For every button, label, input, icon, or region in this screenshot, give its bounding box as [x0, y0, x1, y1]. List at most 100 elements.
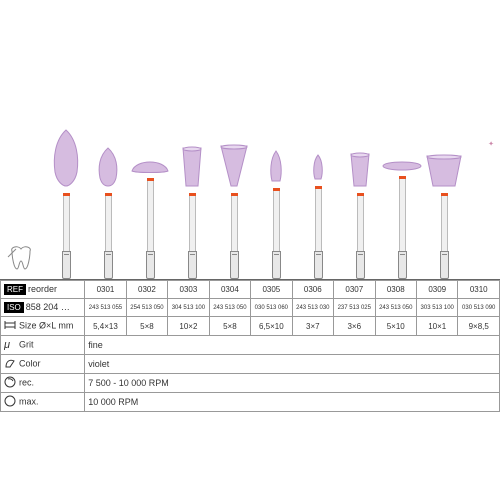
- shaft-base: [440, 251, 449, 279]
- label-text: 858 204 …: [26, 302, 70, 312]
- row-value: 7 500 - 10 000 RPM: [85, 374, 500, 393]
- bur-tip: [382, 158, 422, 176]
- row-label: ISO858 204 …: [1, 299, 85, 317]
- bur-tip: [311, 153, 325, 186]
- product-item: [130, 157, 170, 279]
- cell-value: 0303: [168, 281, 209, 299]
- bur-tip: [49, 128, 83, 193]
- bur-tip: [425, 154, 463, 193]
- product-item: [46, 128, 86, 279]
- cell-value: 0306: [292, 281, 333, 299]
- cell-value: 0307: [334, 281, 375, 299]
- shaft: [399, 179, 406, 251]
- cell-value: 243 513 050: [375, 299, 416, 317]
- table-row: Size Ø×L mm5,4×135×810×25×86,5×103×73×65…: [1, 317, 500, 336]
- cell-value: 3×6: [334, 317, 375, 336]
- shaft: [105, 196, 112, 251]
- shaft-base: [146, 251, 155, 279]
- row-label: Color: [1, 355, 85, 374]
- shaft-base: [62, 251, 71, 279]
- table-row: Color violet: [1, 355, 500, 374]
- color-icon: [4, 357, 16, 371]
- table-row: ISO858 204 …243 513 055254 513 050304 51…: [1, 299, 500, 317]
- table-row: REFreorder030103020303030403050306030703…: [1, 281, 500, 299]
- cell-value: 0305: [251, 281, 292, 299]
- shaft-base: [104, 251, 113, 279]
- shaft: [231, 196, 238, 251]
- size-icon: [4, 319, 16, 333]
- cell-value: 9×8,5: [458, 317, 500, 336]
- shaft: [441, 196, 448, 251]
- cell-value: 030 513 060: [251, 299, 292, 317]
- label-text: max.: [19, 396, 39, 406]
- cell-value: 0308: [375, 281, 416, 299]
- cell-value: 0309: [416, 281, 457, 299]
- row-value: fine: [85, 336, 500, 355]
- table-row: rec. 7 500 - 10 000 RPM: [1, 374, 500, 393]
- table-row: μGritfine: [1, 336, 500, 355]
- label-badge: ISO: [4, 302, 24, 313]
- shaft-base: [272, 251, 281, 279]
- cell-value: 5×8: [209, 317, 250, 336]
- shaft: [315, 189, 322, 251]
- cell-value: 5×10: [375, 317, 416, 336]
- cell-value: 243 513 055: [85, 299, 126, 317]
- shaft: [189, 196, 196, 251]
- tooth-icon: [6, 243, 36, 273]
- bur-tip: [268, 149, 284, 188]
- cell-value: 0304: [209, 281, 250, 299]
- cell-value: 237 513 025: [334, 299, 375, 317]
- spec-table: REFreorder030103020303030403050306030703…: [0, 280, 500, 412]
- label-text: reorder: [28, 284, 57, 294]
- max-icon: [4, 395, 16, 409]
- label-text: rec.: [19, 377, 34, 387]
- cell-value: 254 513 050: [126, 299, 167, 317]
- shaft-base: [314, 251, 323, 279]
- product-item: [214, 144, 254, 279]
- label-text: Color: [19, 358, 41, 368]
- product-item: [256, 149, 296, 279]
- shaft-base: [356, 251, 365, 279]
- shaft: [63, 196, 70, 251]
- bur-tip: [219, 144, 249, 193]
- product-item: [424, 154, 464, 279]
- row-label: μGrit: [1, 336, 85, 355]
- cell-value: 243 513 030: [292, 299, 333, 317]
- cell-value: 243 513 050: [209, 299, 250, 317]
- shaft-base: [230, 251, 239, 279]
- product-item: [172, 146, 212, 279]
- cell-value: 6,5×10: [251, 317, 292, 336]
- svg-text:μ: μ: [4, 339, 10, 350]
- product-illustration-row: ✦: [0, 0, 500, 280]
- cell-value: 3×7: [292, 317, 333, 336]
- bur-tip: [95, 146, 121, 193]
- shaft-base: [188, 251, 197, 279]
- bur-tip: [179, 146, 205, 193]
- shaft: [273, 191, 280, 251]
- product-item: [88, 146, 128, 279]
- table-row: max. 10 000 RPM: [1, 393, 500, 412]
- shaft: [147, 181, 154, 251]
- shaft: [357, 196, 364, 251]
- grit-icon: μ: [4, 338, 16, 352]
- row-label: Size Ø×L mm: [1, 317, 85, 336]
- cell-value: 030 513 090: [458, 299, 500, 317]
- product-item: [298, 153, 338, 279]
- shaft-base: [398, 251, 407, 279]
- label-badge: REF: [4, 284, 26, 295]
- cell-value: 304 513 100: [168, 299, 209, 317]
- bur-tip: [348, 152, 372, 193]
- row-label: rec.: [1, 374, 85, 393]
- row-label: REFreorder: [1, 281, 85, 299]
- product-item: [340, 152, 380, 279]
- cell-value: 10×2: [168, 317, 209, 336]
- row-value: violet: [85, 355, 500, 374]
- rec-icon: [4, 376, 16, 390]
- cell-value: 5,4×13: [85, 317, 126, 336]
- bur-tip: [130, 157, 170, 178]
- product-item: [382, 158, 422, 279]
- row-value: 10 000 RPM: [85, 393, 500, 412]
- cell-value: 303 513 100: [416, 299, 457, 317]
- cell-value: 10×1: [416, 317, 457, 336]
- row-label: max.: [1, 393, 85, 412]
